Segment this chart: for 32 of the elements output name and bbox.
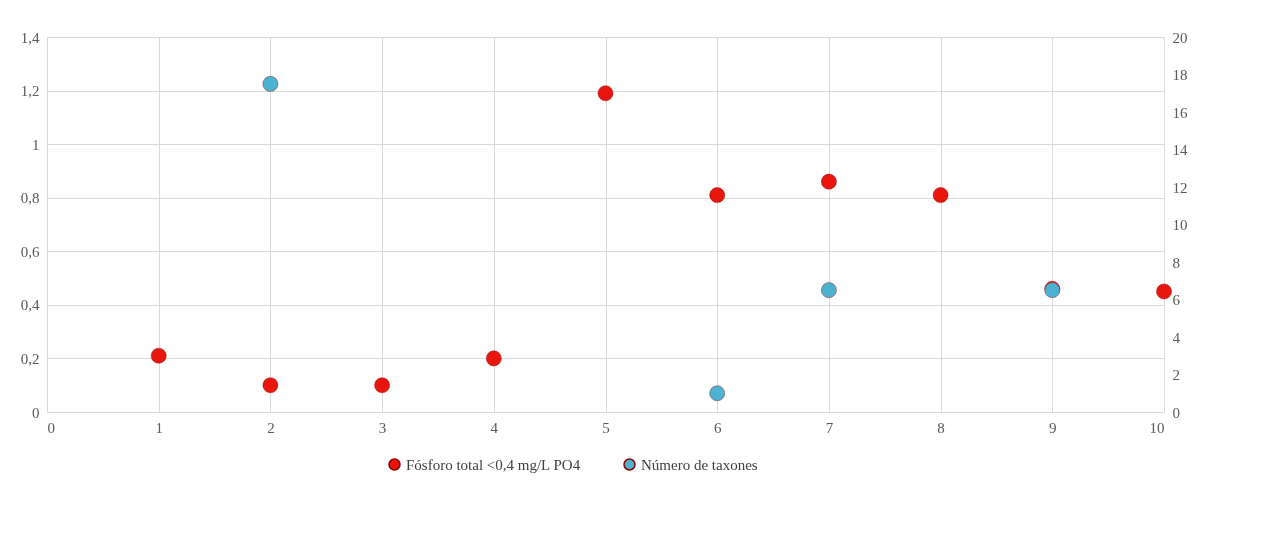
y2-tick-label: 18 bbox=[1172, 67, 1188, 83]
x-tick-label: 4 bbox=[490, 419, 499, 436]
y-tick-label: 0,4 bbox=[20, 297, 40, 314]
x-tick-label: 0 bbox=[47, 419, 55, 436]
y2-tick-label: 6 bbox=[1172, 292, 1181, 308]
y-tick-label: 0 bbox=[32, 404, 40, 421]
x-tick-label: 7 bbox=[825, 419, 834, 436]
y2-tick-label: 14 bbox=[1172, 142, 1188, 158]
y2-tick-label: 20 bbox=[1172, 29, 1188, 46]
y2-tick-label: 16 bbox=[1172, 104, 1188, 121]
x-tick-label: 2 bbox=[267, 419, 275, 436]
x-tick-label: 5 bbox=[602, 419, 610, 436]
x-tick-label: 3 bbox=[378, 419, 387, 436]
x-tick-label: 9 bbox=[1049, 419, 1057, 436]
x-tick-label: 8 bbox=[937, 419, 945, 436]
y-tick-label: 1,2 bbox=[20, 83, 40, 100]
legend-label: Número de taxones bbox=[641, 456, 758, 473]
y-tick-label: 1 bbox=[32, 136, 40, 153]
y2-tick-label: 12 bbox=[1172, 179, 1188, 196]
y2-tick-label: 8 bbox=[1172, 254, 1180, 271]
legend-label: Fósforo total <0,4 mg/L PO4 bbox=[406, 456, 581, 473]
y2-tick-label: 0 bbox=[1172, 404, 1180, 421]
y-tick-label: 0,2 bbox=[20, 350, 40, 367]
x-tick-label: 1 bbox=[155, 419, 163, 436]
y2-tick-label: 4 bbox=[1172, 329, 1181, 346]
y2-tick-label: 2 bbox=[1172, 367, 1180, 383]
y-tick-label: 0,6 bbox=[20, 243, 40, 260]
y-tick-label: 0,8 bbox=[20, 190, 40, 207]
y-tick-label: 1,4 bbox=[20, 29, 40, 46]
y2-tick-label: 10 bbox=[1172, 217, 1188, 233]
x-tick-label: 6 bbox=[713, 419, 722, 436]
x-tick-label: 10 bbox=[1149, 419, 1165, 436]
